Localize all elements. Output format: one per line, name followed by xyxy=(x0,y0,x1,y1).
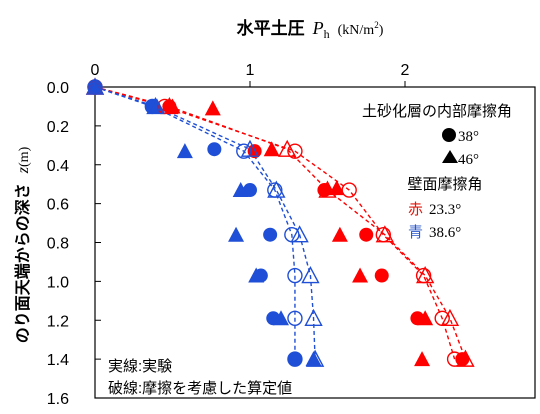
point-triangle-open-blue xyxy=(290,225,309,243)
legend-circle-marker xyxy=(442,128,456,142)
note-solid-line: 実線:実験 xyxy=(108,358,172,375)
point-circle-open-blue xyxy=(287,267,303,284)
point-triangle-filled-blue xyxy=(87,79,103,94)
point-triangle-open-blue xyxy=(85,77,105,95)
point-triangle-filled-red xyxy=(414,351,431,367)
legend: 土砂化層の内部摩擦角 38° 46° 壁面摩擦角 赤 23.3° 青 38.6° xyxy=(362,102,512,241)
point-triangle-open-blue xyxy=(240,139,260,157)
point-triangle-filled-red xyxy=(352,267,369,283)
point-triangle-filled-blue xyxy=(248,267,265,283)
y-axis-label: のり面天端からの深さz(m) xyxy=(13,146,32,343)
point-triangle-open-red xyxy=(318,180,337,198)
point-triangle-filled-blue xyxy=(232,182,249,198)
point-triangle-open-blue xyxy=(305,349,325,367)
svg-text:のり面天端からの深さz(m): のり面天端からの深さz(m) xyxy=(13,146,32,343)
y-tick-label: 1.4 xyxy=(47,352,69,369)
point-triangle-open-blue xyxy=(301,266,320,284)
y-tick-label: 1.2 xyxy=(47,313,69,330)
dashed-line-blue xyxy=(94,86,296,360)
point-triangle-open-red xyxy=(440,308,460,327)
point-circle-open-blue xyxy=(287,310,303,327)
y-tick-label: 0.6 xyxy=(47,197,69,214)
legend-circle-label: 38° xyxy=(458,129,479,145)
point-triangle-filled-red xyxy=(331,226,348,242)
y-tick-label: 1.6 xyxy=(47,391,69,408)
x-tick-label: 2 xyxy=(401,62,410,79)
legend-triangle-marker xyxy=(442,150,458,163)
y-tick-label: 0.4 xyxy=(47,158,69,175)
point-circle-filled-blue xyxy=(287,352,302,367)
y-tick-label: 0.8 xyxy=(47,236,69,253)
point-triangle-filled-red xyxy=(417,310,434,326)
dashed-line-red xyxy=(94,86,456,360)
point-triangle-filled-red xyxy=(164,98,181,114)
point-triangle-open-red xyxy=(456,349,475,367)
point-circle-filled-red xyxy=(359,227,374,242)
y-tick-label: 1.0 xyxy=(47,274,69,291)
point-triangle-filled-red xyxy=(263,141,280,157)
chart-title: 水平土圧 Ph (kN/m2) xyxy=(237,18,384,41)
point-circle-filled-blue xyxy=(207,142,222,157)
point-circle-open-red xyxy=(287,143,303,159)
point-triangle-open-red xyxy=(278,139,297,157)
legend-triangle-label: 46° xyxy=(458,152,479,168)
point-triangle-filled-blue xyxy=(228,226,245,242)
x-tick-label: 1 xyxy=(246,62,255,79)
data-points xyxy=(85,77,475,367)
point-circle-filled-blue xyxy=(263,227,278,242)
legend-blue: 青 38.6° xyxy=(408,224,461,241)
point-triangle-open-blue xyxy=(146,96,165,115)
point-triangle-open-red xyxy=(415,266,435,284)
dashed-line-red xyxy=(94,86,467,360)
point-triangle-open-blue xyxy=(304,308,323,327)
point-triangle-open-blue xyxy=(267,180,286,198)
y-tick-label: 0.2 xyxy=(47,119,69,136)
legend-title-friction: 土砂化層の内部摩擦角 xyxy=(362,102,512,120)
legend-title-wall: 壁面摩擦角 xyxy=(407,175,482,193)
point-triangle-open-red xyxy=(375,225,395,243)
point-circle-filled-red xyxy=(374,268,389,283)
point-triangle-filled-blue xyxy=(273,310,289,326)
point-circle-open-blue xyxy=(287,351,303,367)
point-triangle-open-red xyxy=(160,96,179,115)
point-circle-open-blue xyxy=(236,143,252,159)
note-dashed-line: 破線:摩擦を考慮した算定値 xyxy=(108,379,292,397)
x-tick-label: 0 xyxy=(91,62,100,79)
point-triangle-filled-blue xyxy=(176,143,193,159)
y-tick-label: 0.0 xyxy=(47,80,69,97)
legend-red: 赤 23.3° xyxy=(408,201,461,218)
axis-ticks: 01230.00.20.40.60.81.01.21.41.6 xyxy=(47,62,410,408)
point-circle-open-red xyxy=(341,182,357,198)
point-triangle-filled-red xyxy=(204,100,221,116)
